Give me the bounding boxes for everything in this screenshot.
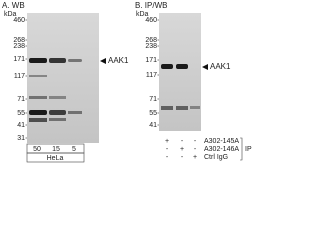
ip-label: IP [245, 146, 252, 153]
target-label: AAK1 [210, 62, 231, 71]
panel-title: A. WB [2, 1, 25, 10]
sign: - [181, 138, 184, 145]
lane-load: 5 [72, 146, 76, 153]
sign: - [166, 146, 169, 153]
blot-b [159, 13, 201, 131]
sign: + [180, 146, 184, 153]
blot-a [27, 13, 99, 143]
lane-load: 50 [33, 146, 41, 153]
marker-label: 55 [149, 110, 157, 117]
marker-label: 238 [145, 43, 157, 50]
unit: kDa [136, 11, 149, 18]
marker-label: 55 [17, 110, 25, 117]
row-label: A302-145A [204, 138, 239, 145]
arrow-a [100, 58, 106, 64]
marker-label: 268 [13, 37, 25, 44]
lane-load: 15 [52, 146, 60, 153]
cell-line-box [26, 152, 85, 163]
marker-label: 460 [145, 17, 157, 24]
sign: - [194, 146, 197, 153]
sign: - [166, 154, 169, 161]
marker-label: 31 [17, 135, 25, 142]
marker-label: 117 [14, 73, 25, 80]
marker-label: 238 [13, 43, 25, 50]
row-label: Ctrl IgG [204, 154, 228, 161]
marker-label: 117 [146, 72, 157, 79]
target-label: AAK1 [108, 56, 129, 65]
arrow-b [202, 64, 208, 70]
marker-label: 268 [145, 37, 157, 44]
figure: A. WB kDa AAK1 B. IP/WB kDa AAK1 HeLa IP… [2, 1, 252, 163]
marker-label: 41 [17, 122, 25, 129]
ip-bracket [240, 137, 243, 161]
marker-label: 71 [17, 96, 25, 103]
marker-label: 171 [145, 57, 157, 64]
bands-b [161, 64, 200, 110]
marker-label: 460 [13, 17, 25, 24]
bands-a [29, 58, 82, 122]
sign: + [165, 138, 169, 145]
sign: - [194, 138, 197, 145]
sign: + [193, 154, 197, 161]
sign: - [181, 154, 184, 161]
unit: kDa [4, 11, 17, 18]
marker-label: 71 [149, 96, 157, 103]
row-label: A302-146A [204, 146, 239, 153]
marker-label: 171 [13, 56, 25, 63]
marker-label: 41 [149, 122, 157, 129]
cell-line: HeLa [47, 155, 64, 162]
panel-title: B. IP/WB [135, 1, 167, 10]
